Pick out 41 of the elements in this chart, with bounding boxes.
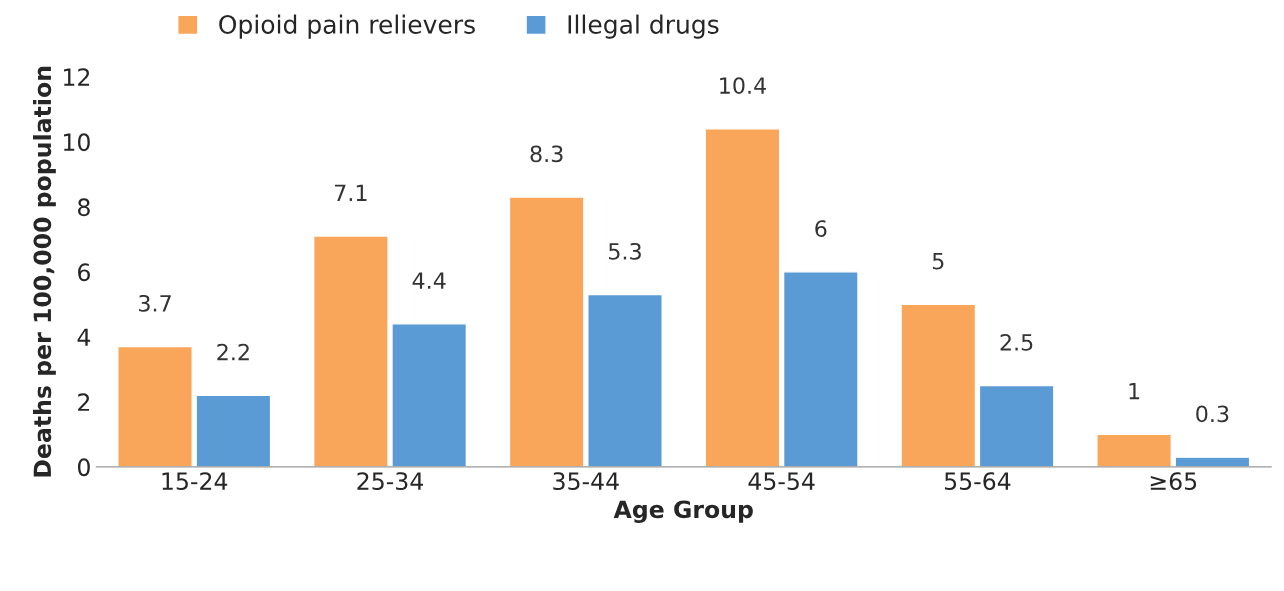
bar bbox=[195, 394, 272, 467]
bar bbox=[391, 323, 468, 467]
y-tick-label: 4 bbox=[77, 328, 91, 346]
data-label: 0.3 bbox=[1196, 405, 1229, 423]
data-label: 4.4 bbox=[412, 272, 446, 289]
bar bbox=[508, 196, 585, 467]
bar bbox=[1096, 433, 1172, 467]
x-axis-title: Age Group bbox=[613, 500, 753, 524]
data-label: 5.3 bbox=[609, 242, 641, 260]
data-label: 1 bbox=[1129, 383, 1140, 400]
x-tick-label: 15-24 bbox=[162, 472, 228, 491]
bar bbox=[312, 235, 389, 467]
y-tick-label: 12 bbox=[63, 68, 90, 86]
data-label: 5 bbox=[932, 252, 944, 270]
y-tick-label: 0 bbox=[77, 458, 90, 477]
data-label: 6 bbox=[815, 220, 827, 237]
y-axis-title: Deaths per 100,000 population bbox=[32, 66, 56, 477]
bar bbox=[117, 345, 193, 467]
legend-label: Illegal drugs bbox=[568, 14, 719, 39]
bar bbox=[900, 303, 977, 467]
y-tick-label: 10 bbox=[63, 133, 90, 152]
data-label: 7.1 bbox=[335, 184, 367, 201]
y-tick-label: 6 bbox=[78, 263, 90, 282]
data-label: 10.4 bbox=[720, 77, 766, 94]
bar bbox=[704, 128, 781, 467]
bar bbox=[978, 384, 1055, 467]
bar bbox=[587, 293, 663, 467]
x-tick-label: 45-54 bbox=[748, 472, 815, 491]
y-tick-label: 8 bbox=[78, 198, 90, 217]
data-label: 3.7 bbox=[139, 294, 171, 312]
data-label: 2.5 bbox=[1000, 333, 1033, 351]
data-label: 2.2 bbox=[217, 343, 249, 361]
x-tick-label: 25-34 bbox=[357, 472, 423, 491]
x-tick-label: 55-64 bbox=[944, 472, 1011, 491]
x-tick-label: 35-44 bbox=[553, 472, 619, 491]
data-label: 8.3 bbox=[530, 145, 563, 163]
legend-label: Opioid pain relievers bbox=[219, 14, 475, 39]
bar bbox=[1174, 456, 1251, 467]
y-tick-label: 2 bbox=[78, 393, 90, 411]
x-tick-label: ≥65 bbox=[1150, 472, 1197, 491]
bar bbox=[782, 271, 859, 467]
